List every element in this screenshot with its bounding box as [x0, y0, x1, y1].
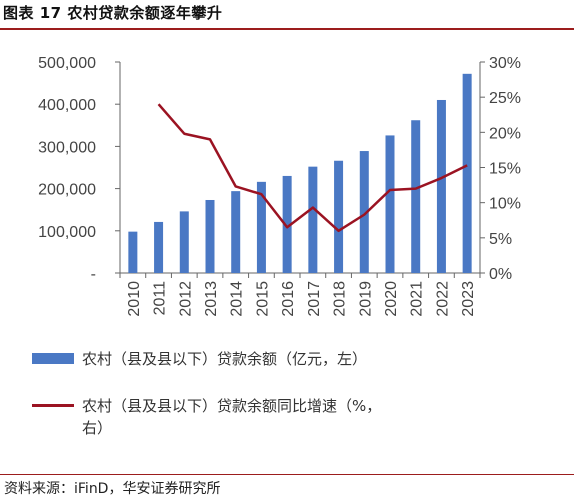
chart-title: 图表 17 农村贷款余额逐年攀升: [3, 4, 223, 22]
x-tick-label: 2021: [409, 281, 426, 317]
left-tick-label: -: [91, 266, 96, 283]
legend-item-line: 农村（县及县以下）贷款余额同比增速（%， 右）: [32, 395, 552, 439]
x-tick-label: 2014: [229, 281, 246, 317]
bar-2019: [359, 151, 369, 273]
source-divider: [0, 474, 574, 475]
bar-2015: [256, 181, 266, 273]
x-tick-label: 2015: [254, 281, 271, 317]
bar-2014: [231, 191, 241, 273]
bar-2012: [179, 211, 189, 273]
right-tick-label: 25%: [489, 90, 521, 107]
left-tick-label: 200,000: [38, 182, 96, 199]
source-note: 资料来源：iFinD，华安证券研究所: [4, 481, 221, 497]
x-tick-label: 2023: [460, 281, 477, 317]
legend-line-label: 农村（县及县以下）贷款余额同比增速（%， 右）: [82, 397, 382, 437]
bar-2010: [128, 231, 138, 273]
bar-2017: [308, 166, 318, 273]
x-tick-label: 2022: [434, 281, 451, 317]
right-tick-label: 5%: [489, 231, 512, 248]
bar-2018: [334, 160, 344, 273]
x-tick-label: 2019: [357, 281, 374, 317]
left-tick-label: 100,000: [38, 224, 96, 241]
right-tick-label: 20%: [489, 125, 521, 142]
bar-2016: [282, 175, 292, 273]
chart-canvas: - 100,000 200,000 300,000 400,000 500,000 0% 5%…: [38, 55, 521, 317]
bar-2011: [154, 221, 164, 273]
x-tick-label: 2013: [203, 281, 220, 317]
bar-2021: [411, 120, 421, 274]
bar-2013: [205, 199, 215, 273]
legend-item-bars: 农村（县及县以下）贷款余额（亿元，左）: [32, 348, 552, 370]
bar-2022: [436, 99, 446, 273]
legend-line-swatch: [32, 404, 74, 407]
left-tick-label: 300,000: [38, 139, 96, 156]
left-tick-label: 500,000: [38, 55, 96, 72]
bar-2023: [462, 73, 472, 273]
right-tick-label: 10%: [489, 196, 521, 213]
x-tick-label: 2018: [332, 281, 349, 317]
right-tick-label: 0%: [489, 266, 512, 283]
legend-bar-swatch: [32, 353, 74, 364]
right-tick-label: 15%: [489, 161, 521, 178]
title-divider: [0, 28, 574, 30]
x-tick-label: 2010: [126, 281, 143, 317]
right-tick-label: 30%: [489, 55, 521, 72]
x-tick-label: 2020: [383, 281, 400, 317]
x-tick-label: 2011: [152, 281, 169, 316]
left-tick-label: 400,000: [38, 97, 96, 114]
legend-bar-label: 农村（县及县以下）贷款余额（亿元，左）: [82, 350, 368, 368]
bar-2020: [385, 135, 395, 273]
x-tick-label: 2012: [177, 281, 194, 317]
x-tick-label: 2017: [306, 281, 323, 317]
x-tick-label: 2016: [280, 281, 297, 317]
